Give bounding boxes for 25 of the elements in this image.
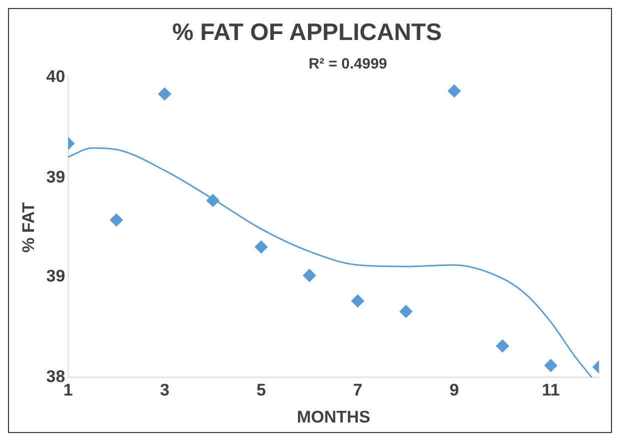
chart-title: % FAT OF APPLICANTS	[172, 18, 442, 46]
point	[399, 304, 412, 318]
point	[254, 240, 268, 254]
y-axis-title: % FAT	[18, 202, 38, 253]
x-tick-label: 5	[256, 380, 266, 400]
point	[206, 194, 220, 207]
x-axis-title: MONTHS	[296, 408, 370, 427]
point	[302, 268, 316, 282]
x-tick-label: 11	[542, 380, 560, 400]
y-tick-label: 38	[46, 367, 66, 386]
y-tick-label: 39	[46, 168, 66, 187]
text: R² = 0.4999	[308, 56, 388, 73]
point	[351, 294, 364, 308]
point	[110, 213, 123, 226]
line-series	[68, 147, 593, 378]
point	[448, 84, 461, 98]
x-tick-label: 9	[450, 380, 459, 400]
point	[496, 339, 509, 352]
point	[158, 88, 172, 100]
y-tick-label: 39	[46, 266, 66, 286]
y-tick-label: 40	[46, 67, 66, 86]
x-tick-label: 7	[352, 380, 362, 400]
point	[544, 358, 558, 372]
x-tick-label: 1	[63, 380, 73, 400]
x-tick-label: 3	[160, 380, 170, 400]
